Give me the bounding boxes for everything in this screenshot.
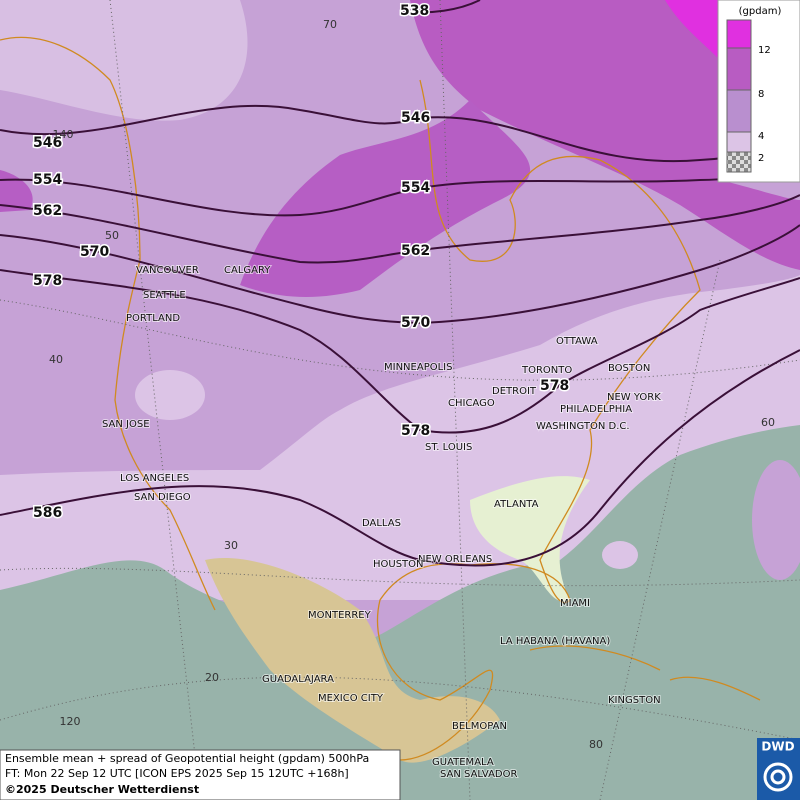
contour-label: 586 xyxy=(33,505,62,521)
contour-label: 546 xyxy=(33,135,62,151)
city-label: OTTAWA xyxy=(556,336,598,347)
grid-label: 20 xyxy=(205,671,219,684)
legend-level: 8 xyxy=(758,89,764,100)
city-label: BELMOPAN xyxy=(452,721,507,732)
city-label: SEATTLE xyxy=(143,290,186,301)
grid-label: 60 xyxy=(761,416,775,429)
city-label: GUATEMALA xyxy=(432,757,494,768)
contour-label: 570 xyxy=(80,244,109,260)
grid-label: 140 xyxy=(53,128,74,141)
city-label: PHILADELPHIA xyxy=(560,404,632,415)
contour-label: 578 xyxy=(401,423,430,439)
city-label: PORTLAND xyxy=(126,313,180,324)
footer-line: ©2025 Deutscher Wetterdienst xyxy=(5,783,199,796)
contour-label: 570 xyxy=(401,315,430,331)
grid-label: 80 xyxy=(589,738,603,751)
city-label: LOS ANGELES xyxy=(120,473,189,484)
footer-line: Ensemble mean + spread of Geopotential h… xyxy=(5,752,369,765)
city-label: TORONTO xyxy=(521,365,572,376)
logo-text: DWD xyxy=(761,740,794,754)
city-label: MONTERREY xyxy=(308,610,372,621)
city-label: GUADALAJARA xyxy=(262,674,334,685)
grid-label: 70 xyxy=(323,18,337,31)
grid-label: 40 xyxy=(49,353,63,366)
legend: (gpdam) 12 8 4 2 xyxy=(717,0,800,183)
legend-level: 2 xyxy=(758,153,764,164)
contours xyxy=(0,0,800,567)
city-label: SAN DIEGO xyxy=(134,492,191,503)
legend-level: 4 xyxy=(758,131,764,142)
contour-label: 554 xyxy=(401,180,430,196)
city-label: SAN JOSE xyxy=(102,419,150,430)
city-label: ST. LOUIS xyxy=(425,442,472,453)
city-label: DETROIT xyxy=(492,386,537,397)
legend-level: 12 xyxy=(758,45,771,56)
contour-label: 562 xyxy=(33,203,62,219)
contour-label: 554 xyxy=(33,172,62,188)
logo: DWD xyxy=(757,738,800,800)
coastlines xyxy=(0,36,761,761)
legend-unit: (gpdam) xyxy=(739,6,782,17)
footer-line: FT: Mon 22 Sep 12 UTC [ICON EPS 2025 Sep… xyxy=(5,767,349,780)
city-label: ATLANTA xyxy=(494,499,539,510)
city-label: WASHINGTON D.C. xyxy=(536,421,630,432)
contour-label: 538 xyxy=(400,3,429,19)
contour-labels: 538 546 546 554 554 562 562 570 570 578 578 578 586 xyxy=(32,2,571,523)
city-label: NEW YORK xyxy=(607,392,661,403)
city-label: MIAMI xyxy=(560,598,590,609)
city-label: BOSTON xyxy=(608,363,650,374)
contour-label: 578 xyxy=(540,378,569,394)
grid-label: 50 xyxy=(105,229,119,242)
city-label: KINGSTON xyxy=(608,695,661,706)
city-label: CHICAGO xyxy=(448,398,495,409)
city-label: MINNEAPOLIS xyxy=(384,362,452,373)
city-label: VANCOUVER xyxy=(136,265,199,276)
contour-label: 546 xyxy=(401,110,430,126)
contour-label: 562 xyxy=(401,243,430,259)
city-label: CALGARY xyxy=(224,265,271,276)
city-label: NEW ORLEANS xyxy=(418,554,492,565)
contour-label: 578 xyxy=(33,273,62,289)
footer: Ensemble mean + spread of Geopotential h… xyxy=(0,749,401,800)
city-label: DALLAS xyxy=(362,518,401,529)
grid-labels: 70 140 50 40 30 20 120 80 60 xyxy=(49,18,775,751)
city-label: SAN SALVADOR xyxy=(440,769,517,780)
city-labels: VANCOUVER CALGARY SEATTLE PORTLAND OTTAWA MIN… xyxy=(101,264,662,781)
grid-label: 120 xyxy=(60,715,81,728)
city-label: MEXICO CITY xyxy=(318,693,384,704)
city-label: HOUSTON xyxy=(373,559,424,570)
grid-label: 30 xyxy=(224,539,238,552)
city-label: LA HABANA (HAVANA) xyxy=(500,636,610,647)
